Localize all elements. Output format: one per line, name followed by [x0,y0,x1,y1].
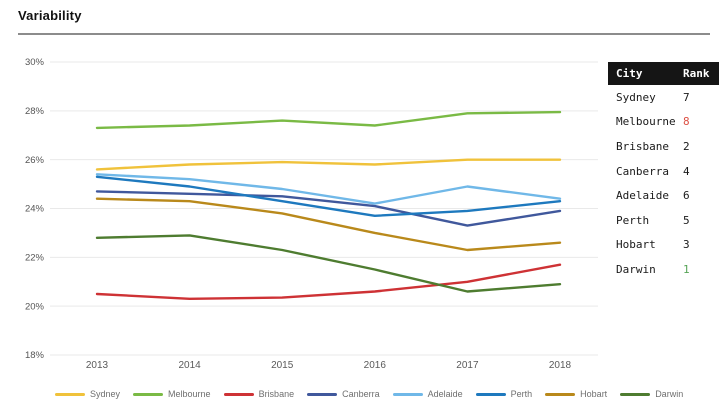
y-axis-tick-label: 22% [25,253,45,264]
legend-item-darwin: Darwin [620,389,683,399]
table-body: Sydney 7 Melbourne 8 Brisbane 2 Canberra 4 Adela… [608,85,719,282]
legend-item-hobart: Hobart [545,389,607,399]
legend-label: Darwin [655,389,684,399]
legend-item-melbourne: Melbourne [133,389,211,399]
table-cell-city: Perth [616,213,650,227]
table-cell-rank: 5 [683,213,690,227]
legend-swatch [55,392,85,396]
table-cell-rank: 3 [683,238,690,252]
y-axis-tick-label: 28% [25,106,45,117]
series-line-brisbane [95,263,562,300]
legend-item-brisbane: Brisbane [223,389,295,399]
table-row: Darwin 1 [608,257,719,282]
table-cell-rank: 1 [683,262,690,276]
legend-item-perth: Perth [475,389,533,399]
legend-swatch [620,392,651,396]
series-line-darwin [95,234,562,293]
table-cell-city: Adelaide [616,189,669,203]
legend-swatch [475,392,506,396]
y-axis-tick-label: 18% [25,350,45,361]
x-axis-tick-label: 2015 [271,360,294,371]
table-row: Brisbane 2 [608,134,719,159]
table-cell-city: Sydney [616,90,656,104]
legend-label: Adelaide [427,389,463,399]
table-cell-city: Canberra [616,164,669,178]
table-cell-city: Melbourne [616,115,676,129]
series-line-adelaide [95,173,562,205]
legend-label: Brisbane [258,389,295,399]
legend-item-sydney: Sydney [55,389,120,399]
y-axis-tick-label: 26% [25,155,45,166]
x-axis-tick-label: 2013 [86,360,109,371]
series-line-perth [95,175,562,218]
legend-swatch [223,392,254,396]
line-chart: 30% 28% 26% 24% 22% 20% 18% 2013 2014 2015 2016 201… [25,57,598,371]
table-cell-rank: 2 [683,139,690,153]
chart-legend: Sydney Melbourne Brisbane Canberra Adelaide P… [55,389,683,399]
rank-table: City Rank Sydney 7 Melbourne 8 Brisbane 2 Canb… [608,62,719,282]
table-row: Sydney 7 [608,85,719,110]
table-cell-rank: 7 [683,90,690,104]
y-axis-tick-label: 20% [25,301,45,312]
table-row: Canberra 4 [608,159,719,184]
table-row: Adelaide 6 [608,183,719,208]
table-cell-rank: 6 [683,189,690,203]
legend-label: Hobart [580,389,608,399]
table-header-city: City [616,67,643,80]
x-axis-tick-label: 2017 [456,360,479,371]
legend-label: Perth [510,389,533,399]
legend-item-canberra: Canberra [307,389,380,399]
title-divider [18,33,710,35]
legend-label: Sydney [90,389,121,399]
x-axis-tick-label: 2018 [549,360,572,371]
table-cell-rank: 8 [683,115,690,129]
table-row: Perth 5 [608,208,719,233]
table-cell-city: Darwin [616,262,656,276]
table-row: Hobart 3 [608,233,719,258]
x-axis-tick-label: 2016 [364,360,387,371]
table-cell-city: Hobart [616,238,656,252]
series-line-canberra [95,190,562,227]
legend-swatch [392,392,423,396]
table-header-row: City Rank [608,62,719,85]
series-line-sydney [95,158,562,171]
legend-swatch [133,392,164,396]
table-cell-rank: 4 [683,164,690,178]
legend-item-adelaide: Adelaide [392,389,463,399]
legend-label: Canberra [342,389,380,399]
legend-label: Melbourne [168,389,211,399]
series-line-melbourne [95,110,562,130]
table-cell-city: Brisbane [616,139,669,153]
series-line-hobart [95,197,562,252]
table-row: Melbourne 8 [608,110,719,135]
legend-swatch [307,392,338,396]
y-axis-tick-label: 30% [25,57,45,68]
page-title: Variability [18,8,82,23]
table-header-rank: Rank [683,67,710,80]
legend-swatch [545,392,576,396]
x-axis-tick-label: 2014 [178,360,201,371]
y-axis-tick-label: 24% [25,204,45,215]
